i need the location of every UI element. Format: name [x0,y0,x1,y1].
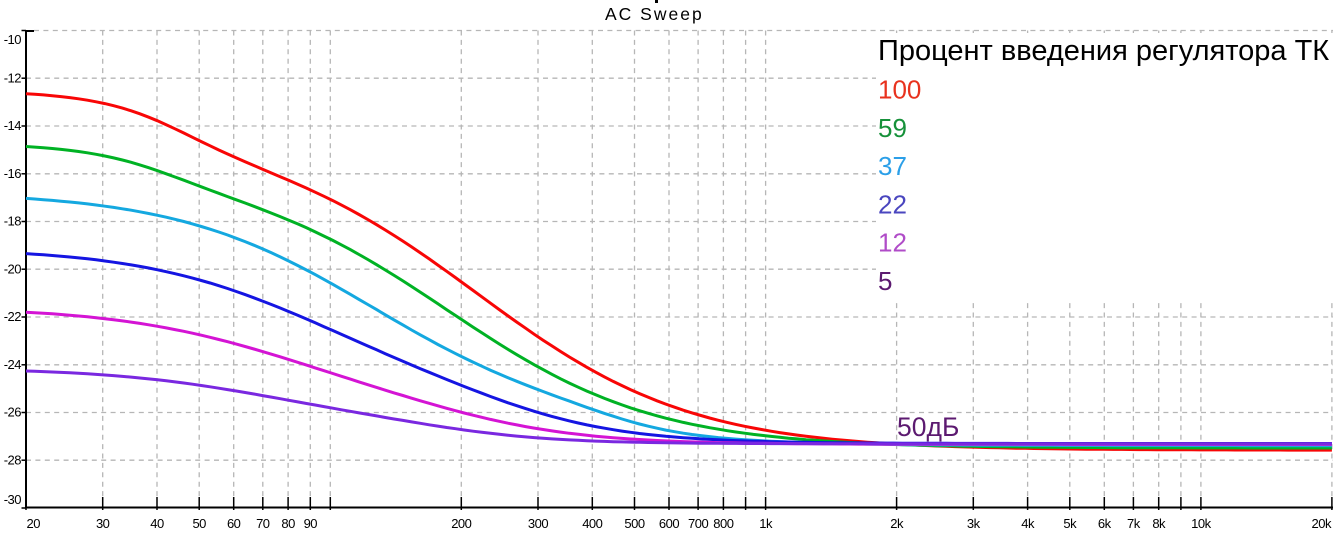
svg-text:500: 500 [624,516,644,531]
svg-text:5k: 5k [1063,516,1077,531]
svg-text:AC Sweep: AC Sweep [605,4,704,24]
svg-text:Процент введения регулятора ТК: Процент введения регулятора ТК [878,35,1329,67]
svg-text:5: 5 [878,266,892,296]
svg-text:-12: -12 [4,71,22,86]
svg-text:40: 40 [150,516,164,531]
svg-text:50: 50 [192,516,206,531]
svg-text:700: 700 [688,516,708,531]
svg-text:-28: -28 [4,452,22,467]
svg-text:2k: 2k [890,516,904,531]
svg-text:80: 80 [281,516,295,531]
svg-text:4k: 4k [1021,516,1035,531]
svg-text:100: 100 [878,75,921,105]
svg-text:-24: -24 [4,357,22,372]
svg-text:-26: -26 [4,405,22,420]
svg-text:7k: 7k [1127,516,1141,531]
svg-text:200: 200 [451,516,471,531]
svg-text:50дБ: 50дБ [897,412,959,442]
svg-text:-16: -16 [4,166,22,181]
svg-text:3k: 3k [967,516,981,531]
svg-text:800: 800 [713,516,733,531]
svg-text:-18: -18 [4,214,22,229]
svg-text:8k: 8k [1152,516,1166,531]
svg-text:59: 59 [878,113,907,143]
svg-text:300: 300 [528,516,548,531]
svg-text:400: 400 [582,516,602,531]
svg-text:600: 600 [659,516,679,531]
svg-text:30: 30 [96,516,110,531]
svg-text:6k: 6k [1098,516,1112,531]
svg-text:90: 90 [304,516,318,531]
svg-text:37: 37 [878,151,907,181]
svg-text:70: 70 [256,516,270,531]
svg-text:-22: -22 [4,309,22,324]
svg-text:10k: 10k [1191,516,1211,531]
svg-text:-14: -14 [4,118,22,133]
svg-text:1k: 1k [759,516,773,531]
svg-text:-10: -10 [4,32,22,47]
svg-text:-30: -30 [4,492,22,507]
svg-text:-20: -20 [4,261,22,276]
svg-text:60: 60 [227,516,241,531]
svg-text:20: 20 [27,516,41,531]
svg-text:20k: 20k [1312,516,1332,531]
svg-text:22: 22 [878,189,907,219]
svg-text:12: 12 [878,228,907,258]
